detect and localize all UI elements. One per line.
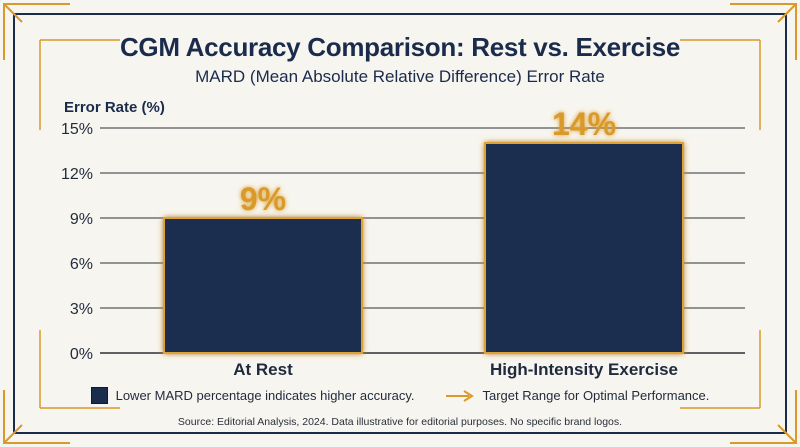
- y-tick-label: 9%: [70, 211, 93, 228]
- source-note: Source: Editorial Analysis, 2024. Data i…: [177, 416, 623, 428]
- data-label: 9%: [240, 181, 286, 217]
- y-tick-label: 12%: [61, 166, 93, 183]
- x-tick-label: At Rest: [233, 360, 293, 379]
- arrow-right-icon: [445, 389, 474, 402]
- legend-arrow-label: Target Range for Optimal Performance.: [482, 388, 710, 403]
- y-tick-label: 3%: [70, 301, 93, 318]
- legend-item-arrow: Target Range for Optimal Performance.: [445, 388, 710, 403]
- y-tick-label: 6%: [70, 256, 93, 273]
- legend-box-label: Lower MARD percentage indicates higher a…: [115, 388, 415, 403]
- chart-subtitle: MARD (Mean Absolute Relative Difference)…: [195, 67, 605, 86]
- bar: [484, 142, 684, 354]
- bar: [163, 217, 363, 354]
- legend: Lower MARD percentage indicates higher a…: [0, 387, 800, 404]
- navy-square-icon: [90, 387, 108, 404]
- legend-item-box: Lower MARD percentage indicates higher a…: [90, 387, 415, 404]
- data-label: 14%: [552, 106, 616, 142]
- x-tick-label: High-Intensity Exercise: [490, 360, 678, 379]
- y-axis-label: Error Rate (%): [64, 99, 165, 116]
- y-tick-label: 15%: [61, 121, 93, 138]
- chart-title: CGM Accuracy Comparison: Rest vs. Exerci…: [119, 32, 681, 62]
- y-tick-label: 0%: [70, 346, 93, 363]
